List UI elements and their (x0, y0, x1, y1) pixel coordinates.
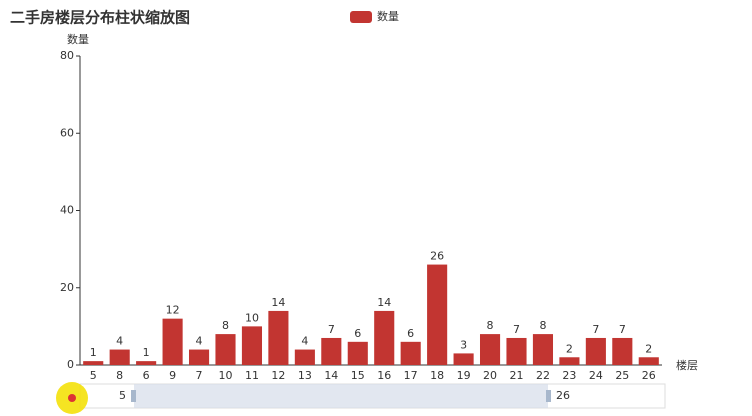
value-label: 6 (407, 327, 414, 340)
value-label: 10 (245, 311, 259, 324)
y-tick-label: 40 (60, 204, 74, 217)
bar (162, 318, 183, 365)
y-tick-label: 20 (60, 281, 74, 294)
value-label: 8 (539, 319, 546, 332)
bar (294, 349, 315, 365)
bar (585, 337, 606, 365)
x-tick-label: 19 (457, 369, 471, 382)
x-tick-label: 20 (483, 369, 497, 382)
x-tick-label: 23 (562, 369, 576, 382)
data-zoom[interactable]: 5 26 (79, 383, 666, 409)
value-label: 1 (90, 346, 97, 359)
cursor-dot (68, 394, 76, 402)
bar (559, 357, 580, 365)
x-tick-label: 14 (324, 369, 338, 382)
x-tick-label: 7 (196, 369, 203, 382)
zoom-handle[interactable] (131, 390, 136, 402)
bar (612, 337, 633, 365)
y-axis-label: 数量 (67, 33, 89, 46)
value-label: 14 (271, 296, 285, 309)
value-label: 7 (513, 323, 520, 336)
value-label: 7 (619, 323, 626, 336)
bar (347, 341, 368, 365)
legend-label[interactable]: 数量 (377, 10, 399, 23)
x-tick-label: 12 (271, 369, 285, 382)
x-tick-label: 15 (351, 369, 365, 382)
x-tick-label: 16 (377, 369, 391, 382)
value-label: 12 (166, 304, 180, 317)
bar (638, 357, 659, 365)
bar (83, 361, 104, 365)
zoom-window[interactable] (134, 384, 548, 408)
x-tick-label: 6 (143, 369, 150, 382)
x-tick-label: 26 (642, 369, 656, 382)
x-tick-label: 9 (169, 369, 176, 382)
bar (374, 310, 395, 365)
x-tick-label: 13 (298, 369, 312, 382)
y-tick-label: 80 (60, 49, 74, 62)
x-tick-label: 21 (510, 369, 524, 382)
value-label: 8 (487, 319, 494, 332)
value-label: 4 (196, 335, 203, 348)
x-tick-label: 10 (219, 369, 233, 382)
bar (268, 310, 289, 365)
x-tick-label: 5 (90, 369, 97, 382)
bar (241, 326, 263, 365)
bar (188, 349, 210, 365)
x-tick-label: 17 (404, 369, 418, 382)
y-tick-label: 60 (60, 126, 74, 139)
bar (532, 334, 554, 365)
value-label: 4 (301, 335, 308, 348)
value-label: 6 (354, 327, 361, 340)
bar (506, 337, 527, 365)
bar (453, 353, 474, 365)
value-label: 2 (566, 342, 573, 355)
x-tick-label: 25 (615, 369, 629, 382)
value-label: 7 (328, 323, 335, 336)
bar (109, 349, 130, 365)
bar (215, 334, 236, 365)
value-label: 3 (460, 338, 467, 351)
x-tick-label: 22 (536, 369, 550, 382)
x-tick-label: 18 (430, 369, 444, 382)
legend-swatch[interactable] (350, 11, 372, 23)
x-tick-label: 24 (589, 369, 603, 382)
bar (136, 361, 157, 365)
x-tick-label: 8 (116, 369, 123, 382)
x-tick-label: 11 (245, 369, 259, 382)
value-label: 7 (592, 323, 599, 336)
value-label: 2 (645, 342, 652, 355)
bar (321, 337, 342, 365)
x-axis-label: 楼层 (676, 358, 698, 372)
value-label: 8 (222, 319, 229, 332)
chart-title: 二手房楼层分布柱状缩放图 (10, 9, 190, 27)
bar (479, 334, 501, 365)
bar (400, 341, 421, 365)
value-label: 26 (430, 250, 444, 263)
value-label: 4 (116, 335, 123, 348)
zoom-end-label: 26 (556, 389, 570, 402)
zoom-handle[interactable] (546, 390, 551, 402)
value-label: 1 (143, 346, 150, 359)
zoom-start-label: 5 (119, 389, 126, 402)
bar (427, 264, 448, 365)
value-label: 14 (377, 296, 391, 309)
y-tick-label: 0 (67, 358, 74, 371)
